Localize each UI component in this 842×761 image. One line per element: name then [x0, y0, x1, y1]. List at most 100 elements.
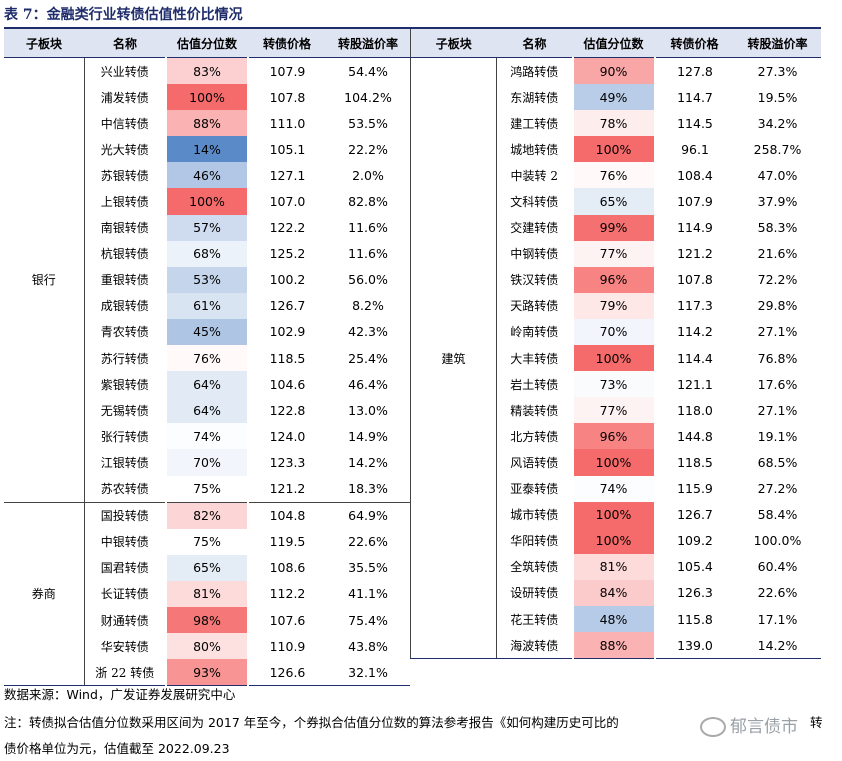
- price-cell: 102.9: [269, 324, 306, 340]
- bond-name-cell: 天路转债: [510, 299, 559, 314]
- bond-name-cell: 中装转 2: [510, 168, 558, 183]
- table-row: 中装转 2 76% 108.4 47.0%: [411, 162, 821, 189]
- header-sector: 子板块: [4, 27, 84, 58]
- price-cell: 144.8: [677, 428, 713, 444]
- premium-cell: 11.6%: [348, 220, 388, 236]
- bond-name-cell: 交建转债: [510, 221, 559, 236]
- price-cell: 96.1: [681, 141, 709, 157]
- bond-name-cell: 浙 22 转债: [84, 659, 166, 687]
- bond-name-cell: 城市转债: [510, 508, 559, 523]
- sector-cell: 券商: [4, 501, 85, 687]
- bond-name-cell: 张行转债: [100, 429, 149, 444]
- price-cell: 114.4: [677, 350, 713, 366]
- table-row: 光大转债 14% 105.1 22.2%: [4, 136, 410, 163]
- table-row: 北方转债 96% 144.8 19.1%: [411, 423, 821, 450]
- premium-cell: 25.4%: [348, 350, 388, 366]
- bond-name-cell: 成银转债: [100, 299, 149, 314]
- bond-name-cell: 华阳转债: [510, 534, 559, 549]
- premium-cell: 29.8%: [757, 298, 798, 314]
- premium-cell: 46.4%: [348, 376, 388, 392]
- note-line-2: 债价格单位为元，估值截至 2022.09.23: [4, 741, 230, 756]
- percentile-cell: 46%: [165, 162, 249, 189]
- table-row: 交建转债 99% 114.9 58.3%: [411, 214, 821, 241]
- table-row: 中信转债 88% 111.0 53.5%: [4, 110, 410, 137]
- percentile-cell: 14%: [165, 136, 249, 163]
- percentile-cell: 99%: [571, 214, 656, 241]
- percentile-cell: 70%: [165, 449, 249, 476]
- bond-name-cell: 江银转债: [100, 455, 149, 470]
- premium-cell: 27.1%: [757, 324, 798, 340]
- table-row: 中钢转债 77% 121.2 21.6%: [411, 240, 821, 267]
- price-cell: 108.4: [677, 167, 713, 183]
- percentile-cell: 49%: [571, 84, 656, 111]
- header-percentile: 估值分位数: [166, 27, 248, 58]
- premium-cell: 19.1%: [757, 428, 798, 444]
- price-cell: 100.2: [269, 272, 306, 288]
- table-row: 江银转债 70% 123.3 14.2%: [4, 449, 410, 476]
- table-row: 上银转债 100% 107.0 82.8%: [4, 188, 410, 215]
- bond-name-cell: 精装转债: [510, 403, 559, 418]
- percentile-cell: 75%: [165, 475, 249, 503]
- table-row: 浙 22 转债 93% 126.6 32.1%: [4, 659, 410, 687]
- price-cell: 122.8: [269, 402, 306, 418]
- price-cell: 115.8: [677, 611, 713, 627]
- bond-name-cell: 兴业转债: [100, 64, 149, 79]
- table-row: 铁汉转债 96% 107.8 72.2%: [411, 266, 821, 293]
- sector-cell: 银行: [4, 57, 85, 503]
- sector-cell: 建筑: [410, 57, 497, 660]
- percentile-cell: 68%: [165, 240, 249, 267]
- premium-cell: 53.5%: [348, 115, 388, 131]
- header-name: 名称: [84, 27, 166, 58]
- wechat-icon: [700, 717, 726, 737]
- premium-cell: 13.0%: [348, 402, 388, 418]
- percentile-cell: 83%: [165, 57, 249, 85]
- bond-name-cell: 中银转债: [100, 535, 149, 550]
- table-row: 券商 国投转债 82% 104.8 64.9%: [4, 501, 410, 687]
- price-cell: 107.0: [269, 194, 306, 210]
- table-row: 华阳转债 100% 109.2 100.0%: [411, 527, 821, 554]
- table-row: 成银转债 61% 126.7 8.2%: [4, 292, 410, 319]
- percentile-cell: 81%: [165, 580, 249, 607]
- premium-cell: 41.1%: [348, 586, 388, 602]
- premium-cell: 14.2%: [348, 454, 388, 470]
- premium-cell: 37.9%: [757, 194, 798, 210]
- price-cell: 118.0: [677, 402, 713, 418]
- price-cell: 126.3: [677, 585, 713, 601]
- table-row: 南银转债 57% 122.2 11.6%: [4, 214, 410, 241]
- percentile-cell: 75%: [165, 528, 249, 555]
- bond-name-cell: 建工转债: [510, 116, 559, 131]
- table-row: 海波转债 88% 139.0 14.2%: [411, 632, 821, 660]
- header-percentile: 估值分位数: [572, 27, 655, 58]
- premium-cell: 104.2%: [344, 89, 392, 105]
- premium-cell: 35.5%: [348, 560, 388, 576]
- price-cell: 127.8: [677, 63, 713, 79]
- table-row: 华安转债 80% 110.9 43.8%: [4, 633, 410, 660]
- table-row: 张行转债 74% 124.0 14.9%: [4, 423, 410, 450]
- price-cell: 118.5: [269, 350, 306, 366]
- table-row: 浦发转债 100% 107.8 104.2%: [4, 84, 410, 111]
- percentile-cell: 77%: [571, 397, 656, 424]
- bond-name-cell: 紫银转债: [100, 377, 149, 392]
- table-row: 大丰转债 100% 114.4 76.8%: [411, 345, 821, 372]
- note-line-1: 注：转债拟合估值分位数采用区间为 2017 年至今，个券拟合估值分位数的算法参考…: [4, 712, 823, 731]
- price-cell: 107.8: [269, 89, 306, 105]
- watermark: 郁言债市: [700, 712, 798, 737]
- price-cell: 124.0: [269, 428, 306, 444]
- percentile-cell: 100%: [571, 449, 656, 476]
- table-row: 杭银转债 68% 125.2 11.6%: [4, 240, 410, 267]
- table-row: 精装转债 77% 118.0 27.1%: [411, 397, 821, 424]
- percentile-cell: 96%: [571, 423, 656, 450]
- price-cell: 117.3: [677, 298, 713, 314]
- price-cell: 114.7: [677, 89, 713, 105]
- premium-cell: 27.2%: [757, 481, 798, 497]
- table-row: 苏银转债 46% 127.1 2.0%: [4, 162, 410, 189]
- bond-name-cell: 苏行转债: [100, 351, 149, 366]
- percentile-cell: 73%: [571, 371, 656, 398]
- header-row: 子板块 名称 估值分位数 转债价格 转股溢价率: [4, 27, 410, 58]
- price-cell: 108.6: [269, 560, 306, 576]
- header-price: 转债价格: [248, 27, 326, 58]
- percentile-cell: 84%: [571, 579, 656, 606]
- premium-cell: 2.0%: [352, 167, 384, 183]
- price-cell: 107.8: [677, 272, 713, 288]
- premium-cell: 32.1%: [326, 659, 410, 687]
